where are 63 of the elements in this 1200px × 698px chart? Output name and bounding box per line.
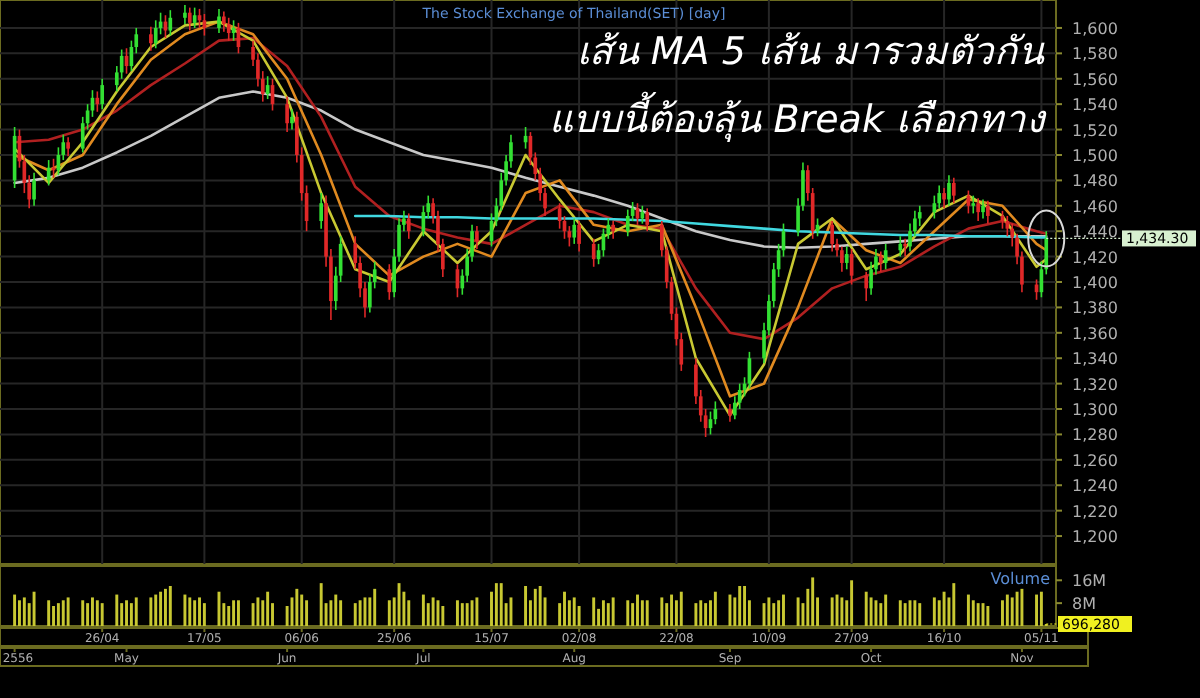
y-tick-label: 1,380 — [1072, 299, 1118, 318]
candlestick — [187, 6, 192, 32]
candlestick — [971, 194, 976, 215]
candlestick — [981, 198, 985, 220]
candlestick — [577, 220, 581, 253]
annotation: เส้น MA 5 เส้น มารวมตัวกัน — [576, 30, 1046, 74]
y-tick-label: 1,240 — [1072, 477, 1118, 496]
y-tick-label: 1,600 — [1072, 19, 1118, 38]
y-tick-label: 1,560 — [1072, 70, 1118, 89]
candlestick — [645, 207, 650, 232]
y-tick-label: 1,280 — [1072, 426, 1118, 445]
candlestick — [217, 8, 221, 34]
candlestick — [66, 136, 70, 158]
candlestick — [976, 197, 980, 222]
candlestick — [290, 108, 294, 131]
candlestick — [840, 245, 844, 273]
candlestick — [625, 208, 630, 238]
candlestick — [951, 177, 956, 205]
y-tick-label: 1,440 — [1072, 223, 1118, 242]
candlestick — [226, 16, 231, 42]
y-tick-label: 1,400 — [1072, 274, 1118, 292]
y-tick-label: 1,540 — [1072, 96, 1118, 115]
y-tick-label: 1,520 — [1072, 121, 1118, 140]
candlestick — [406, 212, 411, 240]
candlestick — [942, 187, 946, 210]
candlestick — [572, 217, 577, 245]
y-tick-label: 1,360 — [1072, 324, 1118, 343]
y-tick-label: 1,340 — [1072, 350, 1118, 369]
candlestick — [591, 238, 596, 268]
candlestick — [844, 245, 849, 271]
y-tick-label: 1,300 — [1072, 401, 1118, 420]
candlestick — [864, 271, 869, 302]
y-tick-label: 1,460 — [1072, 197, 1118, 216]
candlestick — [100, 77, 105, 111]
y-tick-label: 1,420 — [1072, 248, 1118, 267]
y-tick-label: 1,500 — [1072, 146, 1118, 165]
y-tick-label: 1,480 — [1072, 172, 1118, 191]
candlestick — [947, 174, 951, 207]
chart-title: Volume — [990, 570, 1051, 588]
candlestick — [285, 95, 289, 133]
y-tick-label: 1,260 — [1072, 451, 1118, 470]
candlestick — [878, 250, 883, 273]
y-tick-label: 16M — [1072, 572, 1107, 591]
annotation: แบบนี้ต้องลุ้น Break เลือกทาง — [549, 90, 1048, 142]
candlestick — [898, 235, 903, 258]
candlestick — [222, 10, 226, 33]
candlestick — [387, 263, 392, 301]
y-tick-label: 1,200 — [1072, 528, 1118, 547]
candlestick — [149, 25, 153, 52]
candlestick — [475, 225, 479, 250]
y-tick-label: 1,320 — [1072, 375, 1118, 394]
candlestick — [986, 199, 990, 225]
candlestick — [183, 4, 187, 25]
candlestick — [883, 243, 888, 271]
candlestick — [32, 171, 36, 207]
candlestick — [830, 220, 834, 253]
y-tick-label: 1,580 — [1072, 45, 1118, 64]
candlestick — [319, 192, 323, 230]
candlestick — [937, 184, 942, 210]
y-tick-label: 8M — [1072, 595, 1097, 614]
candlestick — [153, 19, 158, 50]
y-tick-label: 1,220 — [1072, 502, 1118, 521]
candlestick — [168, 9, 173, 37]
